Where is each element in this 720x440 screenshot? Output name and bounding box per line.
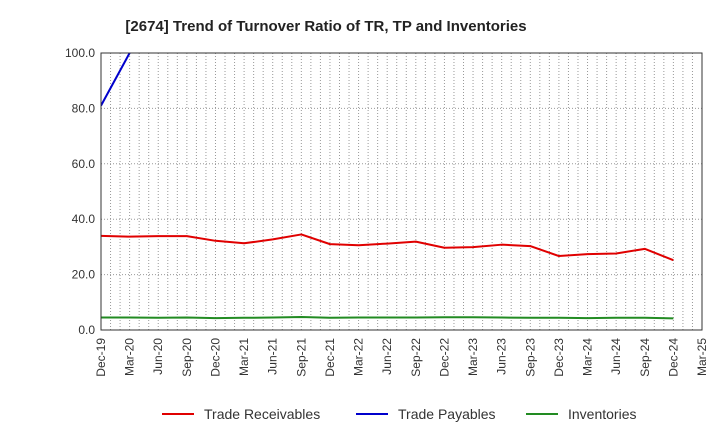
legend: Trade Receivables Trade Payables Inventori… bbox=[162, 406, 636, 422]
x-tick-label: Dec-21 bbox=[323, 338, 337, 377]
x-tick-label: Jun-22 bbox=[380, 338, 394, 375]
y-tick-label: 80.0 bbox=[72, 101, 96, 115]
x-tick-label: Dec-19 bbox=[94, 338, 108, 377]
legend-label: Trade Receivables bbox=[204, 406, 320, 422]
x-tick-label: Sep-21 bbox=[294, 338, 308, 377]
x-tick-label: Dec-23 bbox=[552, 338, 566, 377]
x-tick-label: Sep-23 bbox=[523, 338, 537, 377]
x-tick-label: Mar-22 bbox=[352, 338, 366, 376]
legend-item-trade-receivables: Trade Receivables bbox=[162, 406, 320, 422]
x-tick-label: Mar-25 bbox=[695, 338, 709, 376]
series-line-trade-receivables bbox=[101, 233, 674, 262]
y-tick-label: 0.0 bbox=[78, 323, 95, 337]
series-line-trade-payables bbox=[101, 53, 131, 107]
series-line-inventories bbox=[101, 315, 674, 320]
legend-label: Inventories bbox=[568, 406, 636, 422]
grid-layer bbox=[100, 52, 703, 331]
legend-item-trade-payables: Trade Payables bbox=[356, 406, 496, 422]
x-tick-label: Sep-20 bbox=[180, 338, 194, 377]
x-tick-label: Jun-21 bbox=[266, 338, 280, 375]
x-tick-label: Mar-24 bbox=[581, 338, 595, 376]
x-tick-label: Jun-20 bbox=[151, 338, 165, 375]
y-tick-label: 20.0 bbox=[72, 268, 96, 282]
x-tick-label: Mar-21 bbox=[237, 338, 251, 376]
legend-item-inventories: Inventories bbox=[526, 406, 636, 422]
y-tick-label: 100.0 bbox=[65, 46, 95, 60]
axis-layer: 0.0 20.0 40.0 60.0 80.0 100.0 Dec-19 Mar-20 Jun-… bbox=[65, 46, 709, 377]
legend-label: Trade Payables bbox=[398, 406, 496, 422]
y-tick-label: 60.0 bbox=[72, 157, 96, 171]
x-tick-label: Sep-22 bbox=[409, 338, 423, 377]
x-tick-label: Dec-20 bbox=[208, 338, 222, 377]
x-tick-label: Sep-24 bbox=[638, 338, 652, 377]
x-tick-label: Dec-24 bbox=[666, 338, 680, 377]
x-tick-label: Jun-24 bbox=[609, 338, 623, 375]
chart-title: [2674] Trend of Turnover Ratio of TR, TP… bbox=[125, 18, 526, 35]
x-tick-label: Mar-20 bbox=[123, 338, 137, 376]
series-layer bbox=[101, 53, 674, 320]
x-tick-label: Mar-23 bbox=[466, 338, 480, 376]
y-tick-label: 40.0 bbox=[72, 212, 96, 226]
plot-area-border bbox=[100, 52, 703, 331]
x-tick-label: Jun-23 bbox=[495, 338, 509, 375]
x-tick-label: Dec-22 bbox=[437, 338, 451, 377]
